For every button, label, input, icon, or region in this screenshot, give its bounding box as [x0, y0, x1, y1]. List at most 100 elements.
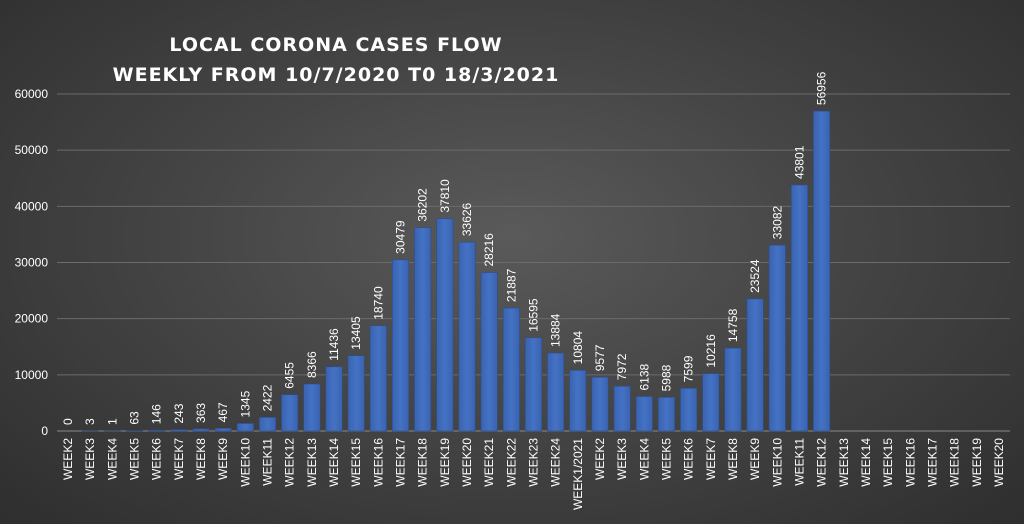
- x-tick-label: WEEK3: [615, 438, 629, 480]
- bar: [657, 397, 675, 432]
- data-label: 6138: [637, 364, 651, 391]
- data-label: 7599: [682, 355, 696, 382]
- y-tick-label: 60000: [15, 87, 49, 101]
- x-tick-label: WEEK1/2021: [571, 438, 585, 510]
- chart-title-line-1: LOCAL CORONA CASES FLOW: [169, 34, 503, 56]
- x-tick-label: WEEK5: [128, 438, 142, 480]
- bar: [635, 396, 653, 432]
- y-tick-label: 40000: [15, 199, 49, 213]
- data-label: 28216: [482, 233, 496, 267]
- y-tick-label: 30000: [15, 256, 49, 270]
- x-tick-label: WEEK20: [992, 438, 1006, 487]
- x-tick-label: WEEK21: [482, 438, 496, 487]
- data-label: 63: [128, 411, 142, 425]
- data-label: 467: [216, 402, 230, 422]
- x-tick-label: WEEK8: [194, 438, 208, 480]
- x-tick-label: WEEK6: [150, 438, 164, 480]
- data-label: 14758: [726, 308, 740, 342]
- y-tick-label: 0: [41, 424, 48, 438]
- x-tick-label: WEEK12: [283, 438, 297, 487]
- x-tick-label: WEEK12: [815, 438, 829, 487]
- data-label: 36202: [416, 188, 430, 222]
- bar: [436, 218, 454, 432]
- bar: [458, 241, 476, 432]
- x-tick-label: WEEK19: [438, 438, 452, 487]
- x-tick-label: WEEK15: [349, 438, 363, 487]
- data-label: 37810: [438, 179, 452, 213]
- x-tick-label: WEEK13: [305, 438, 319, 487]
- x-tick-label: WEEK7: [172, 438, 186, 480]
- data-label: 6455: [283, 362, 297, 389]
- x-tick-label: WEEK13: [837, 438, 851, 487]
- data-label: 30479: [394, 220, 408, 254]
- x-tick-label: WEEK4: [105, 438, 119, 480]
- data-label: 18740: [371, 286, 385, 320]
- y-tick-label: 10000: [15, 368, 49, 382]
- data-label: 23524: [748, 259, 762, 293]
- data-label: 10216: [704, 334, 718, 368]
- bar: [148, 429, 166, 432]
- data-label: 33082: [770, 205, 784, 239]
- x-tick-label: WEEK24: [549, 438, 563, 487]
- data-label: 13405: [349, 316, 363, 350]
- y-tick-label: 50000: [15, 143, 49, 157]
- x-tick-label: WEEK3: [83, 438, 97, 480]
- chart-title-line-2: WEEKLY FROM 10/7/2020 T0 18/3/2021: [112, 64, 560, 86]
- bar: [170, 429, 188, 432]
- bar: [702, 373, 720, 432]
- data-label: 3: [83, 418, 97, 425]
- data-label: 10804: [571, 331, 585, 365]
- x-tick-label: WEEK17: [394, 438, 408, 487]
- data-label: 1: [105, 418, 119, 425]
- bars: [81, 110, 831, 432]
- bar: [480, 272, 498, 432]
- x-tick-label: WEEK8: [726, 438, 740, 480]
- data-label: 43801: [792, 145, 806, 179]
- x-tick-label: WEEK6: [682, 438, 696, 480]
- data-label: 33626: [460, 202, 474, 236]
- data-label: 8366: [305, 351, 319, 378]
- bar: [214, 428, 232, 432]
- bar: [303, 383, 321, 432]
- bar: [613, 385, 631, 432]
- bar: [259, 417, 277, 432]
- bar: [502, 307, 520, 432]
- gridlines: [57, 93, 1010, 432]
- data-label: 363: [194, 403, 208, 423]
- data-label: 146: [150, 404, 164, 424]
- x-tick-label: WEEK10: [770, 438, 784, 487]
- data-label: 56956: [815, 71, 829, 105]
- x-tick-label: WEEK11: [792, 438, 806, 486]
- x-tick-label: WEEK20: [460, 438, 474, 487]
- data-labels: 0 3 1 63 146 243 363 467 1345 2422 6455 8366 11436 13…: [61, 71, 829, 425]
- data-label: 16595: [527, 298, 541, 332]
- x-tick-label: WEEK15: [881, 438, 895, 487]
- y-tick-label: 20000: [15, 312, 49, 326]
- x-tick-label: WEEK2: [61, 438, 75, 480]
- x-tick-label: WEEK14: [327, 438, 341, 487]
- bar: [547, 352, 565, 432]
- bar: [524, 337, 543, 432]
- data-label: 243: [172, 403, 186, 423]
- x-tick-label: WEEK18: [948, 438, 962, 487]
- data-label: 21887: [504, 268, 518, 302]
- x-tick-label: WEEK19: [970, 438, 984, 487]
- x-tick-label: WEEK4: [637, 438, 651, 480]
- bar: [281, 394, 299, 432]
- x-tick-label: WEEK9: [748, 438, 762, 480]
- x-tick-label: WEEK16: [903, 438, 917, 487]
- bar: [236, 423, 254, 432]
- x-axis-ticks: WEEK2 WEEK3 WEEK4 WEEK5 WEEK6 WEEK7 WEEK8 WEEK9…: [61, 438, 1006, 510]
- x-tick-label: WEEK2: [593, 438, 607, 480]
- x-tick-label: WEEK5: [659, 438, 673, 480]
- x-tick-label: WEEK7: [704, 438, 718, 480]
- data-label: 9577: [593, 344, 607, 371]
- data-label: 5988: [659, 364, 673, 391]
- data-label: 1345: [238, 390, 252, 417]
- bar: [192, 428, 210, 432]
- bar: [680, 388, 698, 432]
- x-tick-label: WEEK9: [216, 438, 230, 480]
- x-tick-label: WEEK16: [371, 438, 385, 487]
